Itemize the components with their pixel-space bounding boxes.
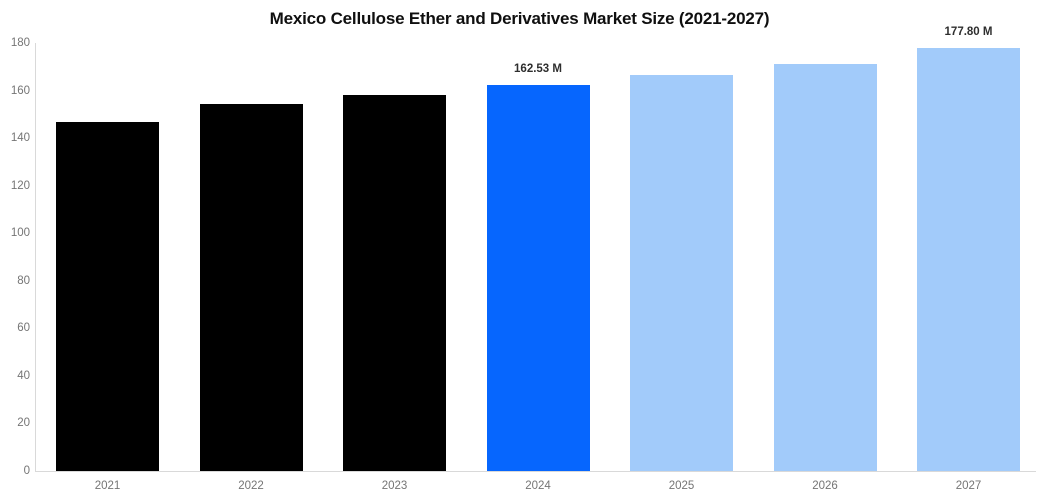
y-tick-label-20: 20 [17,417,30,430]
y-tick-label-80: 80 [17,274,30,287]
plot-area: 0 20 40 60 80 100 120 140 160 180 2021 2022 2023 162.… [11,26,1036,492]
bar-2025 [630,74,733,471]
y-tick-label-0: 0 [23,465,30,477]
y-tick-label-180: 180 [10,37,30,49]
y-tick-label-60: 60 [17,322,30,335]
bar-value-label-2027: 177.80 M [944,26,993,39]
bar-2024 [486,84,590,471]
bar-2027 [917,48,1020,471]
y-tick-label-100: 100 [10,227,30,240]
y-tick-label-40: 40 [17,369,30,382]
x-tick-label-2026: 2026 [812,480,838,492]
bar-2022 [199,104,303,471]
chart-title: Mexico Cellulose Ether and Derivatives M… [269,9,770,28]
bar-2021 [56,121,159,471]
x-tick-label-2023: 2023 [381,480,408,492]
y-tick-label-140: 140 [10,132,30,145]
bar-2023 [343,95,446,471]
bar-value-label-2024: 162.53 M [514,62,562,75]
x-tick-label-2027: 2027 [955,480,982,492]
y-tick-label-160: 160 [10,84,30,97]
x-tick-label-2025: 2025 [668,480,695,492]
bar-2026 [773,63,877,471]
x-tick-label-2024: 2024 [525,480,551,492]
y-tick-label-120: 120 [10,179,30,192]
x-tick-label-2022: 2022 [238,480,264,492]
x-tick-label-2021: 2021 [94,480,121,492]
